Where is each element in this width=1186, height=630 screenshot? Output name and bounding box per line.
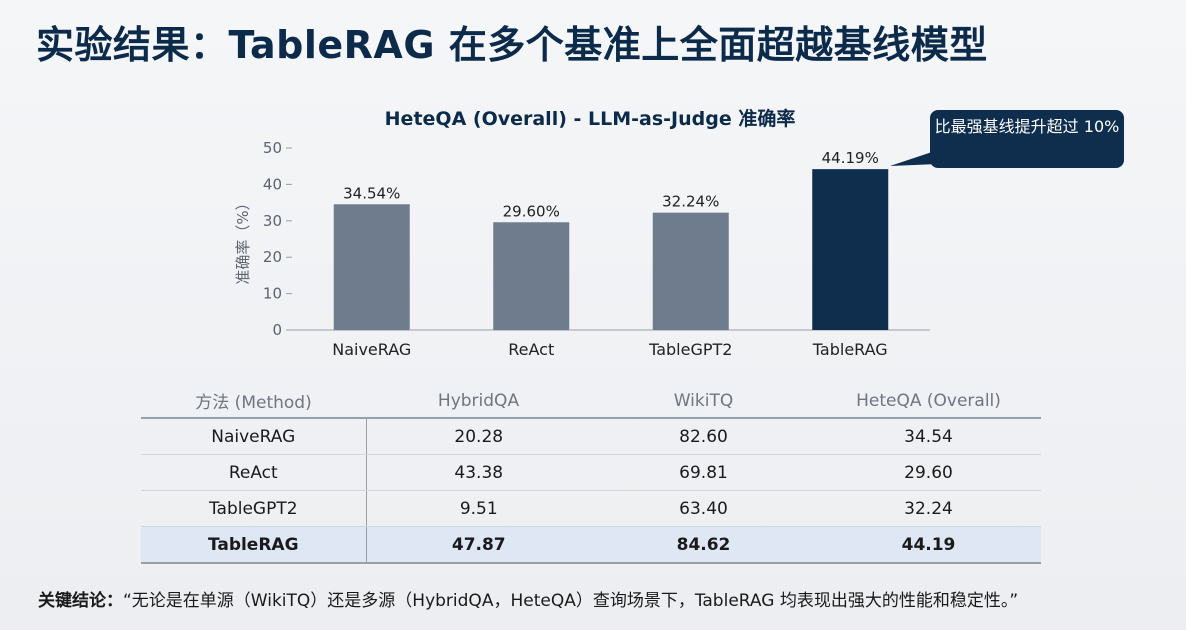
table-header-cell: HybridQA <box>366 384 591 419</box>
y-axis-label: 准确率（%） <box>234 195 252 284</box>
key-conclusion: 关键结论：“无论是在单源（WikiTQ）还是多源（HybridQA，HeteQA… <box>38 586 1018 611</box>
conclusion-label: 关键结论： <box>38 591 123 611</box>
table-value-cell: 29.60 <box>816 454 1041 491</box>
table-row: TableRAG 47.87 84.62 44.19 <box>141 526 1041 564</box>
table-row: NaiveRAG 20.28 82.60 34.54 <box>141 418 1041 455</box>
bar-data-label: 32.24% <box>662 193 719 211</box>
bar-tablegpt2 <box>652 212 729 330</box>
bar-tablerag <box>812 169 889 330</box>
table-value-cell: 9.51 <box>366 490 591 527</box>
results-table: 方法 (Method) HybridQA WikiTQ HeteQA (Overall… <box>141 384 1041 564</box>
table-value-cell: 32.24 <box>816 490 1041 527</box>
y-tick-label: 10 <box>263 285 282 303</box>
table-value-cell: 82.60 <box>591 418 816 455</box>
table-row: ReAct 43.38 69.81 29.60 <box>141 454 1041 491</box>
x-tick-label: TableRAG <box>812 340 888 359</box>
table-header-cell: WikiTQ <box>591 384 816 419</box>
bar-chart: 0 10 20 30 40 50 34.54% NaiveRAG 29.60% ReAct 32.… <box>234 139 938 359</box>
table-header-row: 方法 (Method) HybridQA WikiTQ HeteQA (Overall… <box>141 384 1041 419</box>
table-row: TableGPT2 9.51 63.40 32.24 <box>141 490 1041 527</box>
table-method-cell: TableGPT2 <box>141 490 367 527</box>
table-value-cell: 63.40 <box>591 490 816 527</box>
table-value-cell: 34.54 <box>816 418 1041 455</box>
x-tick-label: NaiveRAG <box>332 340 411 359</box>
y-tick-label: 20 <box>263 248 282 266</box>
table-value-cell: 20.28 <box>366 418 591 455</box>
bar-data-label: 34.54% <box>343 184 400 202</box>
y-tick-label: 40 <box>263 175 282 193</box>
slide-title: 实验结果：TableRAG 在多个基准上全面超越基线模型 <box>36 23 988 67</box>
chart-title: HeteQA (Overall) - LLM-as-Judge 准确率 <box>384 108 796 130</box>
table-method-cell: NaiveRAG <box>141 418 367 455</box>
table-value-cell: 43.38 <box>366 454 591 491</box>
table-header-cell: HeteQA (Overall) <box>816 384 1041 419</box>
bar-naiverag <box>333 204 410 330</box>
table-value-cell: 44.19 <box>816 526 1041 564</box>
bar-data-label: 44.19% <box>822 149 879 167</box>
bar-react <box>493 222 570 330</box>
y-tick-label: 0 <box>272 321 282 339</box>
x-tick-label: TableGPT2 <box>648 340 732 359</box>
y-tick-label: 50 <box>263 139 282 157</box>
y-tick-label: 30 <box>263 212 282 230</box>
conclusion-text: “无论是在单源（WikiTQ）还是多源（HybridQA，HeteQA）查询场景… <box>123 591 1019 611</box>
table-value-cell: 69.81 <box>591 454 816 491</box>
bar-data-label: 29.60% <box>503 202 560 220</box>
table-value-cell: 47.87 <box>366 526 591 564</box>
x-tick-label: ReAct <box>508 340 554 359</box>
table-method-cell: TableRAG <box>141 526 367 564</box>
callout-pointer <box>890 150 938 166</box>
table-method-cell: ReAct <box>141 454 367 491</box>
table-header-cell: 方法 (Method) <box>141 384 366 419</box>
table-value-cell: 84.62 <box>591 526 816 564</box>
callout-box: 比最强基线提升超过 10% <box>930 110 1124 168</box>
